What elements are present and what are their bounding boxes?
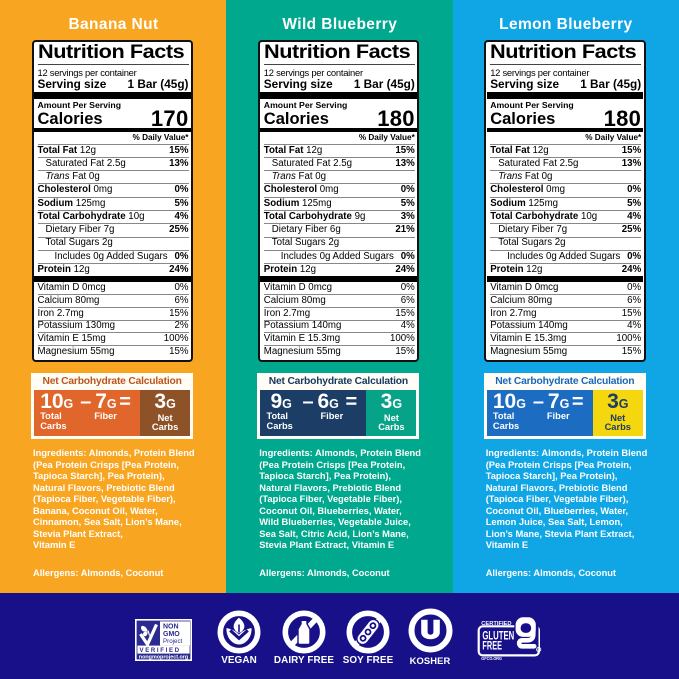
svg-text:GMO: GMO	[163, 631, 180, 638]
svg-text:nongmoproject.org: nongmoproject.org	[139, 655, 188, 661]
svg-text:GFCO.ORG: GFCO.ORG	[481, 656, 502, 661]
svg-text:Project: Project	[163, 638, 183, 645]
svg-text:VERIFIED: VERIFIED	[140, 648, 181, 654]
svg-text:CERTIFIED: CERTIFIED	[481, 621, 511, 627]
svg-text:FREE: FREE	[482, 639, 502, 653]
svg-text:NON: NON	[163, 624, 179, 631]
svg-text:R: R	[538, 648, 541, 652]
svg-text:GLUTEN: GLUTEN	[482, 628, 514, 642]
